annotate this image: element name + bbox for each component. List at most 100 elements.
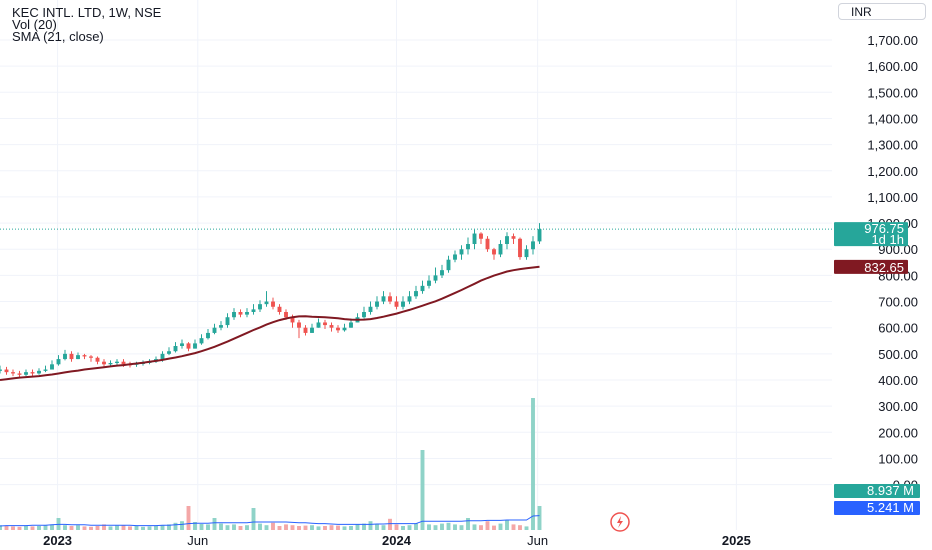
volume-bar [284, 524, 288, 530]
candle-body [76, 355, 80, 360]
candle-body [427, 280, 431, 286]
volume-bar [63, 525, 67, 530]
candle-body [251, 309, 256, 312]
volume-bar [303, 525, 308, 530]
legend-title[interactable]: KEC INTL. LTD, 1W, NSE [12, 5, 162, 20]
time-axis[interactable]: 2023 Jun 2024 Jun 2025 [43, 533, 751, 548]
volume-bar [531, 398, 535, 530]
candle-body [433, 275, 438, 281]
candle-body [277, 306, 282, 312]
volume-bar [537, 506, 542, 530]
candle-body [459, 249, 464, 255]
volume-bar [349, 526, 353, 530]
candle-body [290, 317, 295, 323]
candle-body [518, 238, 522, 258]
candle-body [180, 343, 184, 346]
volume-bar [485, 521, 490, 530]
tradingview-logo-icon[interactable] [610, 512, 630, 532]
volume-bar [394, 524, 399, 530]
candle-body [368, 306, 373, 312]
volume-bar [518, 525, 522, 530]
volume-bar [414, 523, 418, 530]
volume-bar [238, 526, 243, 530]
candle-body [511, 236, 516, 239]
volume-bar [128, 526, 132, 530]
y-tick-label: 1,500.00 [867, 85, 918, 100]
candle-body [219, 325, 223, 328]
volume-bar [95, 526, 100, 530]
volume-bar [245, 525, 249, 530]
candle-body [414, 291, 418, 297]
volume-bar [297, 526, 301, 530]
candle-body [401, 301, 405, 307]
volume-bar [466, 518, 470, 530]
sma-value-label: 832.65 [864, 260, 904, 275]
volume-bar [277, 526, 282, 530]
volume-value-label: 8.937 M [867, 483, 914, 498]
last-price-label: 976.75 [864, 221, 904, 236]
y-tick-label: 600.00 [878, 321, 918, 336]
y-tick-label: 700.00 [878, 295, 918, 310]
candle-body [388, 296, 392, 302]
candle-body [173, 346, 178, 352]
candle-body [492, 249, 496, 255]
legend-volume[interactable]: Vol (20) [12, 17, 57, 32]
y-tick-label: 1,400.00 [867, 111, 918, 126]
volume-bar [199, 524, 204, 530]
volume-bar [271, 522, 275, 530]
volume-bar [310, 525, 314, 530]
candle-body [121, 361, 126, 365]
candle-body [193, 343, 197, 349]
candle-body [186, 343, 191, 349]
volume-bar [82, 526, 87, 530]
volume-bar [505, 520, 509, 530]
candle-body [115, 361, 119, 363]
volume-bar [375, 524, 379, 530]
volume-bar [511, 524, 516, 530]
candle-body [37, 370, 41, 374]
candle-body [537, 229, 542, 242]
y-tick-label: 500.00 [878, 347, 918, 362]
volume-bar [381, 525, 386, 530]
candle-body [362, 312, 366, 318]
volume-bar [472, 524, 477, 530]
candle-body [284, 312, 288, 318]
candle-body [297, 322, 301, 328]
y-tick-label: 100.00 [878, 451, 918, 466]
volume-bar [11, 526, 15, 530]
candle-body [531, 241, 535, 250]
candle-body [4, 369, 9, 373]
candle-body [440, 270, 444, 276]
candle-body [11, 372, 15, 374]
volume-bar [459, 525, 464, 530]
volume-bar [212, 518, 217, 530]
volume-bar [76, 525, 80, 530]
volume-bar [225, 525, 230, 530]
candle-body [160, 353, 165, 360]
volume-ma-line [0, 515, 540, 527]
volume-bar [154, 525, 158, 530]
volume-bar [121, 525, 126, 530]
candlesticks [0, 223, 542, 378]
volume-bar [69, 526, 74, 530]
volume-bar [102, 524, 106, 530]
volume-bar [420, 450, 425, 530]
candle-body [524, 249, 529, 258]
legend-sma[interactable]: SMA (21, close) [12, 29, 104, 44]
candle-body [394, 301, 399, 307]
volume-bar [329, 525, 334, 530]
volume-tag [834, 484, 920, 498]
volume-bar [433, 525, 438, 530]
price-axis[interactable]: 1,700.00 1,600.00 1,500.00 1,400.00 1,300.00… [867, 33, 918, 493]
last-price-tag [834, 222, 908, 247]
y-tick-label: 1,700.00 [867, 33, 918, 48]
candle-body [212, 327, 217, 333]
candle-body [329, 325, 334, 328]
x-tick-label: 2024 [382, 533, 412, 548]
currency-button[interactable]: INR [838, 3, 926, 20]
candle-body [453, 254, 457, 260]
candle-body [167, 351, 171, 354]
volume-bar [160, 525, 165, 530]
volume-bar [193, 522, 197, 530]
